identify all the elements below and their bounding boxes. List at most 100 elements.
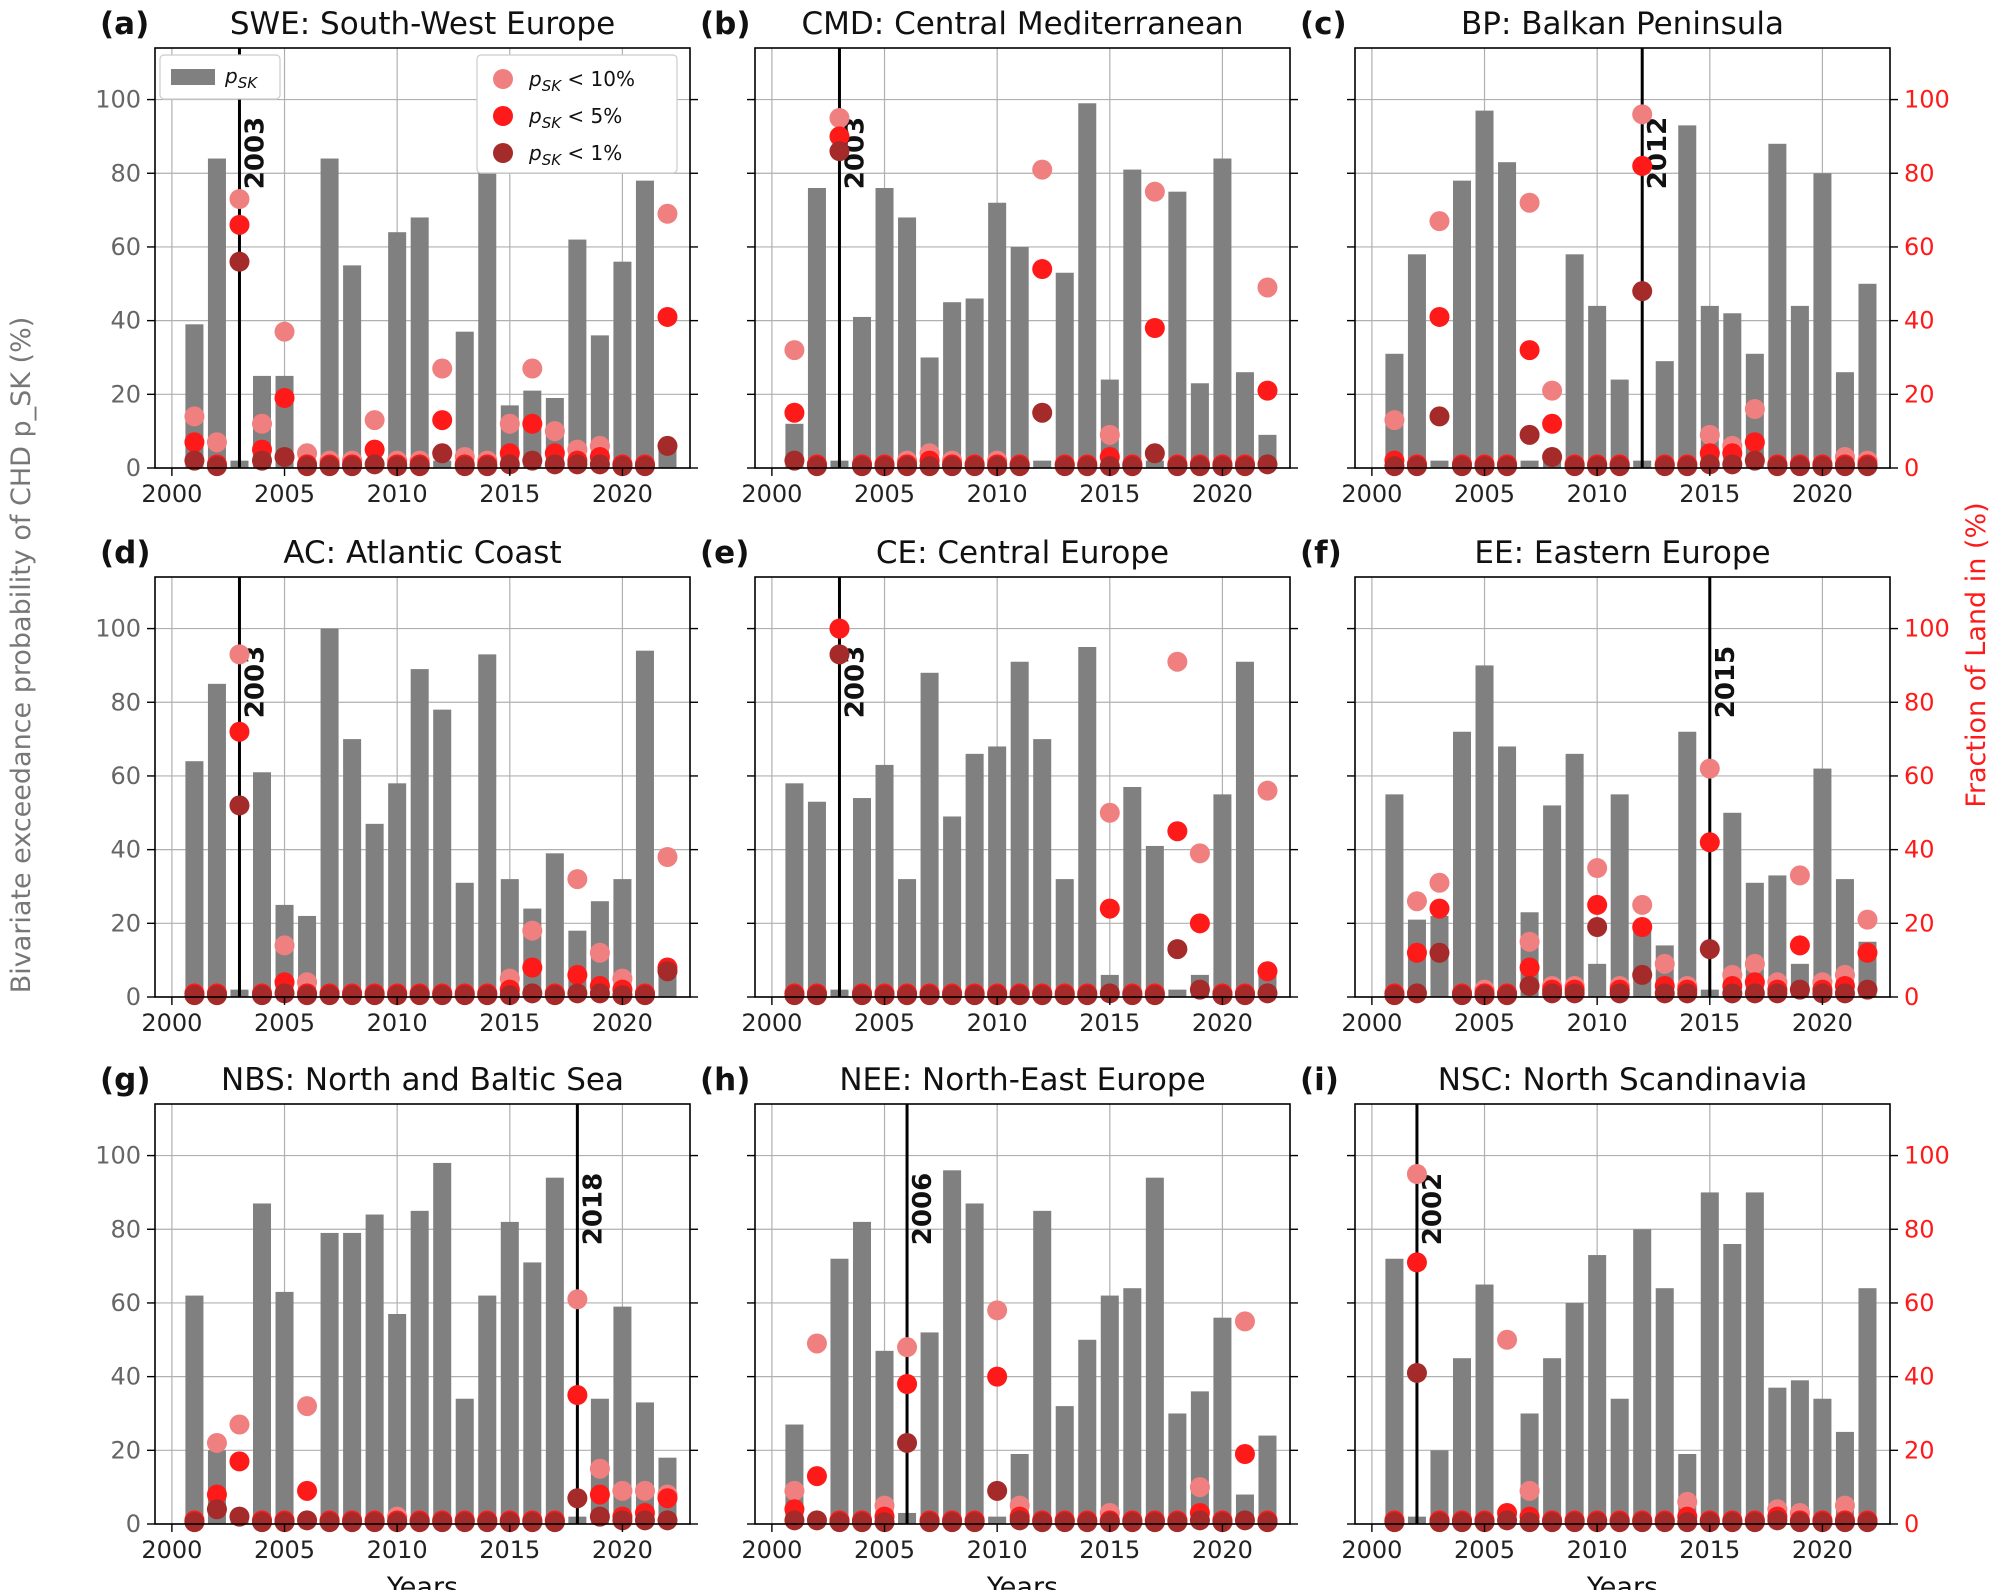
bar-2002 [1407, 254, 1426, 468]
dot-p10-2020 [612, 1480, 633, 1501]
y-tick-label-right: 40 [1904, 307, 1935, 335]
panel-title: NBS: North and Baltic Sea [221, 1062, 624, 1098]
dot-p1-2007 [1519, 975, 1540, 996]
dot-p1-2021 [634, 1510, 655, 1531]
dot-p1-2016 [1722, 983, 1743, 1004]
legend-dot-p5 [493, 106, 513, 126]
labels-layer: Bivariate exceedance probability of CHD … [6, 317, 1992, 994]
bar-2017 [545, 853, 564, 997]
y-tick-label-right: 0 [1904, 454, 1919, 482]
dot-p1-2002 [206, 985, 227, 1006]
bar-2012 [433, 1162, 452, 1524]
dot-p1-2016 [522, 983, 543, 1004]
y-tick-label-right: 80 [1904, 159, 1935, 187]
dot-p1-2020 [1812, 456, 1833, 477]
dot-p5-2003 [229, 214, 250, 235]
dot-p5-2009 [364, 439, 385, 460]
y-tick-label-left: 60 [110, 1289, 141, 1317]
panel-letter: (h) [700, 1062, 750, 1098]
dot-p10-2012 [1632, 894, 1653, 915]
bar-2013 [455, 1398, 474, 1524]
dot-p5-2002 [206, 1484, 227, 1505]
dot-p5-2001 [184, 432, 205, 453]
dot-p5-2017 [1144, 318, 1165, 338]
dot-p10-2003 [829, 108, 850, 128]
dot-p10-2018 [1167, 651, 1188, 672]
axes-frame [754, 1103, 1291, 1525]
bar-2021 [1835, 372, 1854, 468]
bar-2011 [410, 217, 429, 468]
bar-2013 [1055, 879, 1074, 997]
dot-p1-2006 [897, 985, 918, 1006]
bar-2008 [1543, 805, 1562, 997]
dot-p1-2022 [657, 1510, 678, 1531]
dot-p1-2011 [409, 985, 430, 1006]
dot-p10-2003 [229, 644, 250, 665]
bar-2017 [1745, 1192, 1764, 1524]
bar-2008 [943, 302, 962, 468]
dot-p1-2013 [1054, 985, 1075, 1006]
dot-p1-2022 [1857, 456, 1878, 477]
bar-2015 [1100, 1295, 1119, 1524]
x-tick-label: 2000 [741, 1536, 802, 1564]
bar-2010 [988, 746, 1007, 997]
axes-frame [754, 47, 1291, 469]
dot-p1-2006 [297, 985, 318, 1006]
dot-p1-2005 [274, 446, 295, 467]
dot-p1-2002 [206, 456, 227, 477]
dot-p1-2017 [1744, 983, 1765, 1004]
bar-2017 [1145, 845, 1164, 997]
dot-p5-2021 [1234, 1444, 1255, 1464]
dot-p10-2010 [1587, 858, 1608, 879]
bar-2020 [613, 261, 632, 468]
bar-2007 [320, 158, 339, 469]
x-tick-label: 2005 [254, 1536, 315, 1564]
dot-p10-2006 [1497, 1329, 1518, 1350]
dot-p1-2002 [1406, 456, 1427, 477]
dot-p10-2001 [1384, 410, 1405, 431]
dot-p1-2004 [852, 456, 872, 477]
bar-2021 [635, 650, 654, 997]
dot-p1-2022 [1857, 979, 1878, 1000]
bar-2019 [1790, 1380, 1809, 1524]
bar-2016 [1723, 313, 1742, 468]
dot-p10-2002 [206, 1432, 227, 1453]
x-tick-label: 2015 [1079, 1536, 1140, 1564]
dot-p1-2018 [567, 1488, 588, 1509]
dot-p1-2005 [1474, 456, 1495, 477]
dot-p1-2015 [1699, 454, 1720, 475]
bar-2014 [478, 654, 497, 997]
legend-dot-p10 [493, 69, 513, 89]
dot-p10-2017 [1744, 399, 1765, 420]
dot-p5-2012 [432, 410, 453, 431]
bar-2012 [1033, 460, 1052, 468]
bar-2017 [545, 1177, 564, 1524]
dot-p5-2007 [1519, 957, 1540, 978]
dot-p1-2011 [1009, 456, 1030, 477]
x-tick-label: 2015 [479, 1536, 540, 1564]
dot-p1-2002 [1406, 1362, 1427, 1383]
dot-p10-2009 [364, 410, 385, 431]
bar-2008 [343, 1232, 362, 1524]
dot-p1-2001 [184, 450, 205, 471]
bar-2014 [1678, 125, 1697, 469]
panel-title: SWE: South-West Europe [230, 6, 615, 42]
bar-2018 [1168, 989, 1187, 997]
dot-p1-2002 [1406, 983, 1427, 1004]
bar-2008 [943, 816, 962, 997]
dot-p1-2021 [1234, 456, 1255, 477]
dot-p1-2003 [229, 1506, 250, 1527]
dot-p1-2017 [544, 454, 565, 475]
y-tick-label-left: 40 [110, 307, 141, 335]
dot-p10-2019 [589, 1458, 610, 1479]
legend-bar-swatch [171, 69, 215, 85]
dot-p1-2017 [1144, 1512, 1165, 1533]
dot-p1-2009 [364, 454, 385, 475]
bar-2013 [1655, 361, 1674, 468]
dot-p10-2003 [1429, 211, 1450, 232]
axes-frame [1354, 47, 1891, 469]
bar-2007 [920, 357, 939, 468]
bar-2006 [1498, 746, 1517, 997]
dot-p1-2004 [1452, 1512, 1472, 1533]
dot-p1-2021 [1234, 985, 1255, 1006]
